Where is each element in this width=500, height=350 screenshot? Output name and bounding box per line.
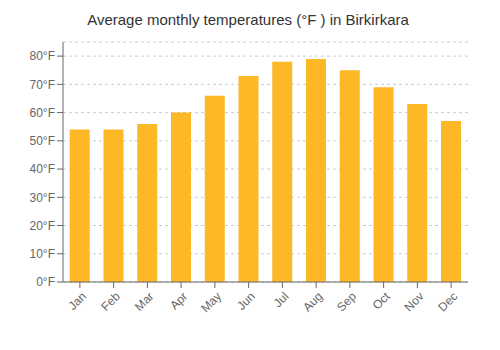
- svg-text:May: May: [198, 289, 224, 315]
- svg-text:0°F: 0°F: [36, 275, 55, 289]
- svg-text:40°F: 40°F: [30, 162, 55, 176]
- svg-text:Sep: Sep: [334, 289, 359, 314]
- svg-text:80°F: 80°F: [30, 49, 55, 63]
- svg-text:Feb: Feb: [98, 289, 123, 314]
- svg-text:Mar: Mar: [132, 289, 157, 314]
- svg-text:Oct: Oct: [370, 289, 394, 313]
- html-text:Average monthly temperatures (: Average monthly temperatures (°F ) in Bi…: [87, 11, 409, 28]
- svg-text:Dec: Dec: [435, 289, 460, 314]
- svg-text:Jun: Jun: [234, 289, 258, 313]
- svg-text:Jan: Jan: [65, 289, 89, 313]
- svg-text:20°F: 20°F: [30, 219, 55, 233]
- svg-text:30°F: 30°F: [30, 191, 55, 205]
- svg-text:Aug: Aug: [300, 289, 325, 314]
- svg-text:60°F: 60°F: [30, 106, 55, 120]
- svg-text:50°F: 50°F: [30, 134, 55, 148]
- svg-text:70°F: 70°F: [30, 78, 55, 92]
- svg-text:Jul: Jul: [271, 289, 292, 310]
- svg-text:Nov: Nov: [402, 289, 427, 314]
- svg-text:Apr: Apr: [167, 289, 190, 312]
- svg-text:10°F: 10°F: [30, 247, 55, 261]
